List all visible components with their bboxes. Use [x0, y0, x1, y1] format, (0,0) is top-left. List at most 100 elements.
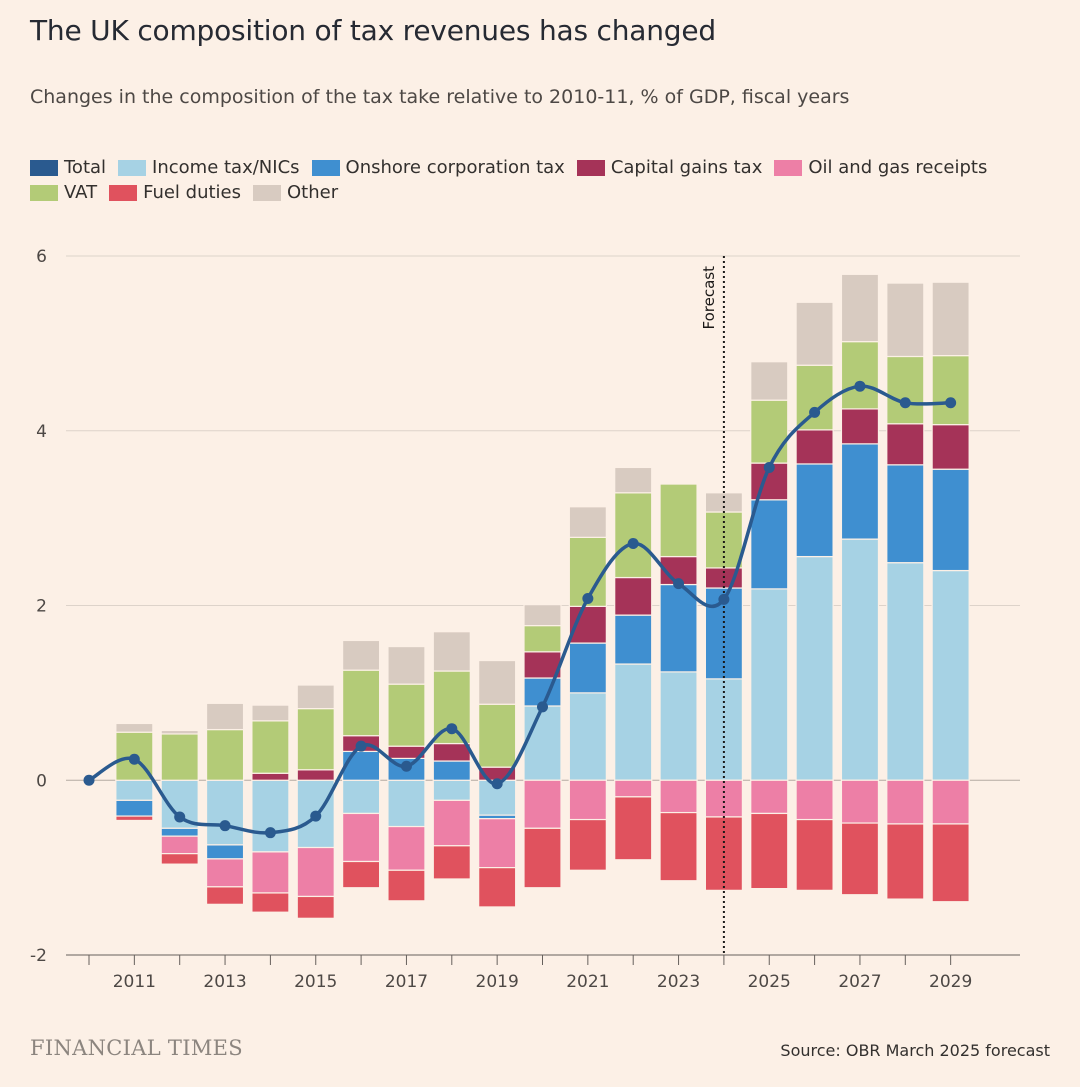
x-tick-label: 2021 [566, 972, 609, 992]
legend-item-capital-gains: Capital gains tax [576, 155, 763, 180]
chart-title: The UK composition of tax revenues has c… [30, 14, 716, 47]
total-point [400, 760, 412, 772]
total-point [809, 406, 821, 418]
bar-capital-gains-tax [931, 424, 970, 470]
bar-fuel-duties [795, 818, 834, 891]
bar-income-tax-nics [568, 692, 607, 781]
bar-capital-gains-tax [432, 742, 471, 762]
legend-item-oil-gas: Oil and gas receipts [774, 155, 987, 180]
x-tick-label: 2015 [294, 972, 337, 992]
bar-oil-and-gas-receipts [205, 858, 245, 888]
bar-income-tax-nics [840, 538, 880, 781]
bar-fuel-duties [342, 860, 381, 889]
bar-oil-and-gas-receipts [296, 846, 335, 898]
x-tick-label: 2017 [385, 972, 428, 992]
bar-fuel-duties [115, 815, 154, 822]
bar-onshore-corporation-tax [614, 614, 653, 665]
bar-vat [886, 355, 925, 425]
legend-label-total: Total [64, 157, 107, 178]
bar-other [840, 273, 880, 343]
bar-vat [387, 683, 426, 747]
bar-capital-gains-tax [296, 769, 335, 781]
bar-fuel-duties [523, 827, 562, 889]
bar-vat [342, 669, 381, 737]
total-point [854, 380, 866, 392]
bar-oil-and-gas-receipts [750, 779, 789, 815]
bar-fuel-duties [568, 818, 607, 871]
bar-other [296, 684, 335, 710]
bar-fuel-duties [840, 822, 880, 896]
total-point [264, 827, 276, 839]
bar-vat [614, 492, 653, 579]
y-tick-label: 6 [36, 247, 47, 267]
total-point [446, 723, 458, 735]
bar-other [795, 301, 834, 366]
bar-income-tax-nics [886, 562, 925, 781]
bar-other [115, 722, 154, 733]
bar-onshore-corporation-tax [342, 750, 381, 781]
bar-other [342, 639, 381, 671]
bar-fuel-duties [614, 796, 653, 861]
bar-vat [840, 341, 880, 410]
total-point [491, 778, 503, 790]
bar-oil-and-gas-receipts [614, 779, 653, 798]
bar-vat [750, 399, 789, 464]
bar-vat [160, 733, 199, 781]
legend-label-corporation-tax: Onshore corporation tax [345, 157, 565, 178]
bar-oil-and-gas-receipts [840, 779, 880, 824]
bar-income-tax-nics [795, 555, 834, 781]
x-tick-label: 2025 [748, 972, 791, 992]
bar-other [251, 704, 290, 722]
bar-onshore-corporation-tax [205, 844, 245, 860]
bar-fuel-duties [750, 812, 789, 890]
bar-vat [931, 355, 970, 426]
bar-onshore-corporation-tax [659, 583, 698, 673]
legend: Total Income tax/NICs Onshore corporatio… [30, 155, 1050, 205]
legend-label-capital-gains: Capital gains tax [610, 157, 763, 178]
legend-label-fuel-duties: Fuel duties [143, 182, 241, 203]
legend-swatch-oil-gas [774, 159, 803, 176]
forecast-label: Forecast [700, 266, 718, 330]
legend-item-fuel-duties: Fuel duties [109, 180, 241, 205]
bar-oil-and-gas-receipts [795, 779, 834, 821]
legend-item-corporation-tax: Onshore corporation tax [311, 155, 565, 180]
bar-fuel-duties [931, 823, 970, 903]
legend-swatch-corporation-tax [311, 159, 340, 176]
bar-other [750, 361, 789, 401]
bar-onshore-corporation-tax [931, 468, 970, 572]
bar-other [160, 729, 199, 735]
bar-income-tax-nics [614, 663, 653, 781]
bar-other [523, 604, 562, 627]
bar-income-tax-nics [750, 588, 789, 781]
legend-swatch-fuel-duties [109, 184, 138, 201]
bar-capital-gains-tax [886, 423, 925, 466]
bar-other [886, 282, 925, 358]
legend-item-income-tax: Income tax/NICs [118, 155, 300, 180]
bar-other [568, 506, 607, 538]
bar-capital-gains-tax [614, 576, 653, 616]
bar-fuel-duties [296, 895, 335, 919]
bar-oil-and-gas-receipts [523, 779, 562, 829]
bar-fuel-duties [251, 892, 290, 913]
legend-swatch-total [30, 159, 58, 176]
legend-item-vat: VAT [30, 180, 97, 205]
bar-fuel-duties [432, 845, 471, 880]
y-tick-label: 0 [36, 771, 47, 791]
y-tick-label: 2 [36, 597, 47, 617]
legend-item-total: Total [30, 155, 106, 180]
y-tick-label: 4 [36, 422, 47, 442]
bar-vat [704, 511, 744, 569]
legend-item-other: Other [253, 180, 338, 205]
legend-swatch-capital-gains [576, 159, 605, 176]
bar-vat [251, 720, 290, 774]
total-point [945, 397, 957, 409]
legend-label-vat: VAT [64, 182, 98, 203]
total-point [174, 811, 186, 823]
x-tick-label: 2029 [929, 972, 972, 992]
x-tick-label: 2027 [838, 972, 881, 992]
bar-fuel-duties [387, 869, 426, 902]
bar-onshore-corporation-tax [160, 827, 199, 837]
ft-logo: FINANCIAL TIMES [30, 1036, 243, 1060]
bar-onshore-corporation-tax [750, 499, 789, 590]
total-point [128, 753, 140, 765]
